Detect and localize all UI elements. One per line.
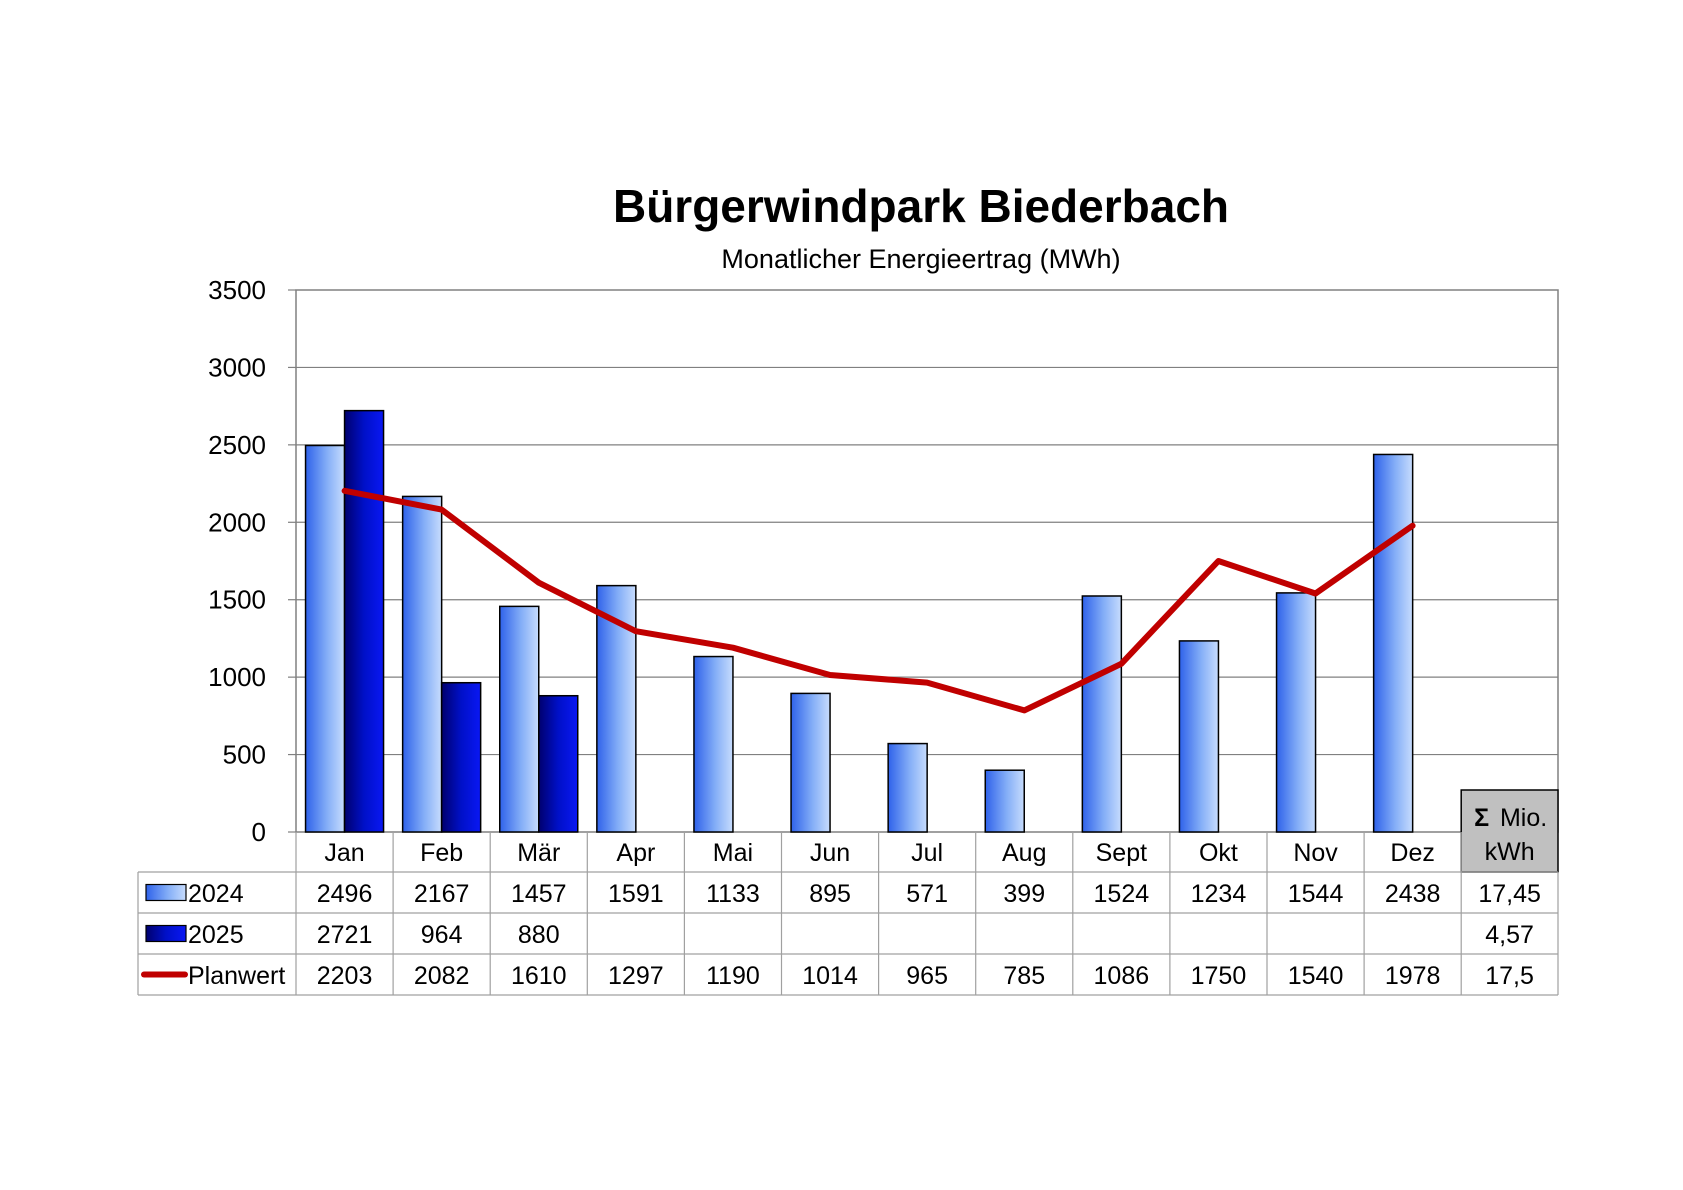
data-cell: 2167: [414, 880, 470, 908]
category-label: Dez: [1390, 839, 1434, 867]
data-cell: 965: [906, 962, 948, 990]
data-cell: 1591: [608, 880, 664, 908]
data-cell: 1544: [1288, 880, 1344, 908]
category-label: Jan: [324, 839, 364, 867]
data-cell: 1457: [511, 880, 567, 908]
bar-2024-Jul: [887, 742, 928, 833]
bar-2025-Jan: [343, 409, 385, 833]
data-cell: 2721: [317, 921, 373, 949]
series-name: Planwert: [188, 962, 285, 990]
data-cell: 1086: [1094, 962, 1150, 990]
sum-header-line2: kWh: [1485, 838, 1535, 866]
total-cell: 17,5: [1485, 962, 1534, 990]
bar-2024-Jan: [304, 444, 346, 833]
bar-2024-Feb: [401, 495, 443, 833]
category-label: Sept: [1096, 839, 1147, 867]
y-tick-label: 3000: [208, 352, 266, 382]
category-label: Jun: [810, 839, 850, 867]
series-name: 2025: [188, 921, 244, 949]
y-tick-label: 500: [223, 740, 266, 770]
bar-2024-Aug: [984, 769, 1025, 833]
bar-2024-Dez: [1372, 453, 1414, 833]
bar-2024-Nov: [1275, 592, 1317, 833]
category-label: Jul: [911, 839, 943, 867]
data-cell: 1540: [1288, 962, 1344, 990]
data-cell: 895: [809, 880, 851, 908]
category-label: Nov: [1293, 839, 1338, 867]
sum-header-line1: Mio.: [1500, 804, 1547, 832]
data-cell: 880: [518, 921, 560, 949]
y-tick-label: 2000: [208, 507, 266, 537]
y-tick-label: 1500: [208, 585, 266, 615]
planwert-line: [341, 487, 1416, 714]
bar-2024-Mär: [499, 605, 540, 833]
data-cell: 1978: [1385, 962, 1441, 990]
data-cell: 1610: [511, 962, 567, 990]
legend-key-2024: [145, 883, 187, 902]
sum-header-cell: [1460, 789, 1559, 873]
chart-title: Bürgerwindpark Biederbach: [613, 180, 1229, 232]
data-cell: 2496: [317, 880, 373, 908]
bar-2025-Feb: [440, 681, 482, 833]
bar-2024-Okt: [1178, 640, 1220, 833]
data-cell: 2438: [1385, 880, 1441, 908]
category-label: Mai: [713, 839, 753, 867]
data-cell: 1750: [1191, 962, 1247, 990]
category-label: Okt: [1199, 839, 1238, 867]
total-cell: 4,57: [1485, 921, 1534, 949]
data-cell: 1297: [608, 962, 664, 990]
data-cell: 399: [1003, 880, 1045, 908]
series-name: 2024: [188, 880, 244, 908]
category-label: Mär: [517, 839, 560, 867]
bar-2025-Mär: [538, 694, 579, 833]
y-tick-label: 1000: [208, 662, 266, 692]
y-tick-label: 2500: [208, 430, 266, 460]
bar-2024-Jun: [790, 692, 831, 833]
data-cell: 1190: [706, 962, 760, 990]
data-cell: 1133: [706, 880, 760, 908]
data-cell: 2203: [317, 962, 373, 990]
y-tick-label: 0: [252, 817, 266, 847]
data-cell: 1234: [1191, 880, 1247, 908]
bar-2024-Mai: [693, 655, 734, 833]
data-cell: 2082: [414, 962, 470, 990]
category-label: Aug: [1002, 839, 1046, 867]
data-cell: 1524: [1094, 880, 1150, 908]
total-cell: 17,45: [1478, 880, 1541, 908]
sum-symbol: Σ: [1474, 804, 1489, 832]
category-label: Feb: [420, 839, 463, 867]
data-cell: 571: [906, 880, 948, 908]
y-tick-label: 3500: [208, 275, 266, 305]
data-cell: 1014: [802, 962, 858, 990]
legend-key-2025: [145, 924, 187, 943]
bar-2024-Sept: [1081, 595, 1123, 833]
data-cell: 785: [1003, 962, 1045, 990]
chart-subtitle: Monatlicher Energieertrag (MWh): [721, 244, 1120, 274]
data-cell: 964: [421, 921, 463, 949]
category-label: Apr: [616, 839, 655, 867]
